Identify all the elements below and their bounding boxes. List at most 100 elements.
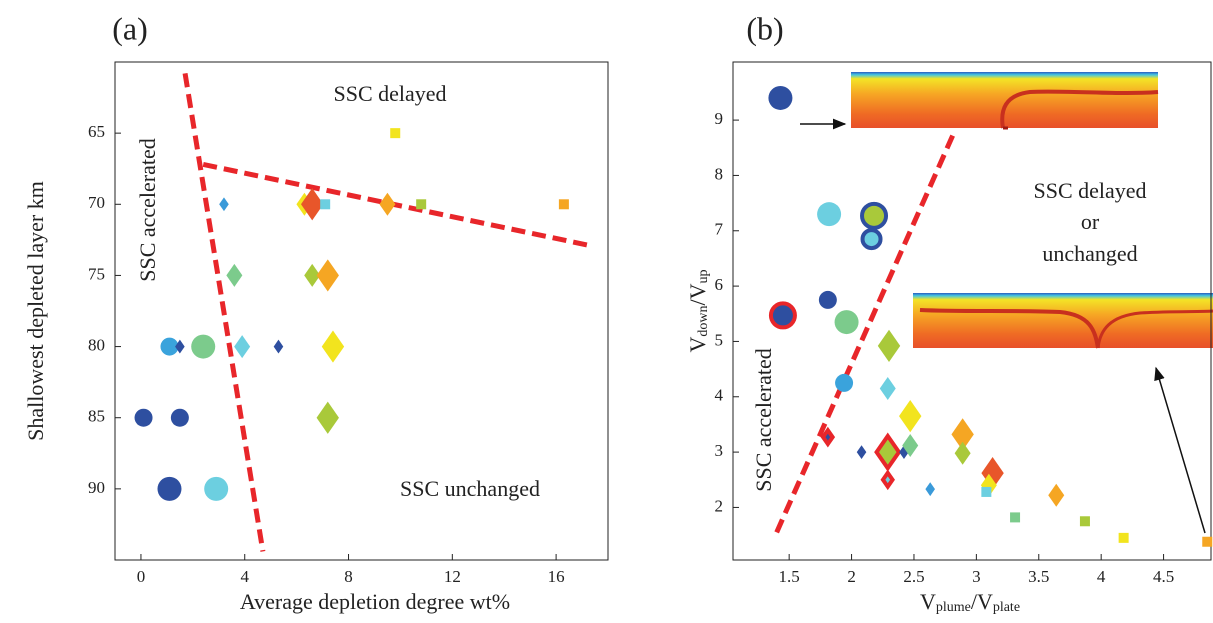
point — [860, 201, 889, 230]
point — [390, 128, 401, 139]
point — [170, 408, 189, 427]
x-tick-label: 4 — [1097, 567, 1106, 586]
point — [273, 339, 284, 354]
point — [204, 476, 229, 501]
point — [874, 432, 902, 472]
x-tick-label: 8 — [344, 567, 353, 586]
x-axis-label-part: plume — [936, 600, 971, 615]
x-tick-label: 0 — [137, 567, 146, 586]
point — [951, 418, 974, 451]
point — [902, 433, 919, 457]
point — [817, 202, 842, 227]
x-tick-label: 12 — [444, 567, 461, 586]
point — [880, 469, 895, 491]
point — [160, 337, 179, 356]
y-axis-label: Vdown/Vup — [685, 269, 711, 352]
y-tick-label: 5 — [715, 330, 724, 349]
x-tick-label: 3 — [972, 567, 981, 586]
y-axis-label-part: up — [696, 269, 711, 283]
point — [175, 339, 185, 354]
x-tick-label: 3.5 — [1028, 567, 1049, 586]
point — [856, 445, 867, 459]
y-tick-label: 3 — [715, 441, 724, 460]
point — [820, 426, 836, 448]
inset-bottom — [913, 293, 1213, 349]
y-tick-label: 70 — [88, 193, 105, 212]
reference-line — [774, 131, 957, 534]
point — [1010, 512, 1021, 523]
reference-line — [182, 72, 266, 552]
point — [234, 335, 251, 359]
y-axis-label-part: V — [685, 337, 710, 353]
annotation: SSC delayed — [333, 81, 446, 106]
x-tick-label: 2.5 — [903, 567, 924, 586]
point — [219, 197, 229, 212]
y-axis-label: Shallowest depleted layer km — [23, 181, 48, 441]
point — [1202, 536, 1213, 547]
x-axis-label: Average depletion degree wt% — [240, 589, 510, 614]
point — [320, 199, 331, 210]
point — [954, 441, 971, 465]
point — [981, 486, 992, 497]
y-tick-label: 2 — [715, 496, 724, 515]
point — [768, 85, 793, 110]
x-tick-label: 16 — [548, 567, 565, 586]
x-axis-label-part: V — [920, 589, 936, 614]
point — [321, 330, 345, 363]
point — [860, 228, 883, 251]
y-tick-label: 9 — [715, 109, 724, 128]
annotation: SSC accelerated — [135, 138, 160, 282]
point — [834, 310, 859, 335]
point — [879, 376, 896, 400]
point — [1118, 532, 1129, 543]
y-tick-label: 80 — [88, 335, 105, 354]
plot-frame — [732, 61, 1212, 561]
y-tick-label: 75 — [88, 264, 105, 283]
x-tick-label: 4.5 — [1153, 567, 1174, 586]
annotation: unchanged — [1042, 241, 1137, 266]
point — [835, 373, 854, 392]
point — [768, 301, 797, 330]
y-tick-label: 65 — [88, 122, 105, 141]
point — [134, 408, 153, 427]
annotation: or — [1081, 209, 1100, 234]
x-axis-label-part: /V — [971, 589, 993, 614]
y-axis-label-part: down — [696, 305, 711, 336]
panel-label: (a) — [112, 10, 148, 46]
x-axis-label-part: plate — [993, 600, 1020, 615]
point — [316, 259, 339, 292]
point — [157, 476, 182, 501]
y-tick-label: 8 — [715, 164, 724, 183]
y-tick-label: 7 — [715, 220, 724, 239]
panel-label: (b) — [746, 10, 783, 46]
y-tick-label: 4 — [715, 386, 724, 405]
x-tick-label: 1.5 — [779, 567, 800, 586]
point — [981, 457, 1004, 490]
point — [558, 199, 569, 210]
x-axis-label: Vplume/Vplate — [920, 589, 1020, 615]
reference-line — [202, 161, 591, 248]
y-tick-label: 85 — [88, 407, 105, 426]
y-tick-label: 90 — [88, 478, 105, 497]
y-tick-label: 6 — [715, 275, 724, 294]
point — [301, 188, 324, 221]
point — [226, 263, 243, 287]
point — [379, 192, 396, 216]
arrow — [1154, 366, 1206, 534]
point — [316, 401, 339, 434]
annotation: SSC delayed — [1033, 178, 1146, 203]
inset-top — [851, 72, 1159, 130]
point — [416, 199, 427, 210]
point — [304, 263, 321, 287]
plot-frame — [114, 61, 609, 561]
annotation: SSC accelerated — [751, 348, 776, 492]
point — [191, 334, 216, 359]
point — [899, 400, 922, 433]
point — [1079, 516, 1090, 527]
point — [1048, 483, 1065, 507]
x-tick-label: 4 — [240, 567, 249, 586]
x-tick-label: 2 — [847, 567, 856, 586]
point — [877, 329, 901, 362]
annotation: SSC unchanged — [400, 476, 540, 501]
